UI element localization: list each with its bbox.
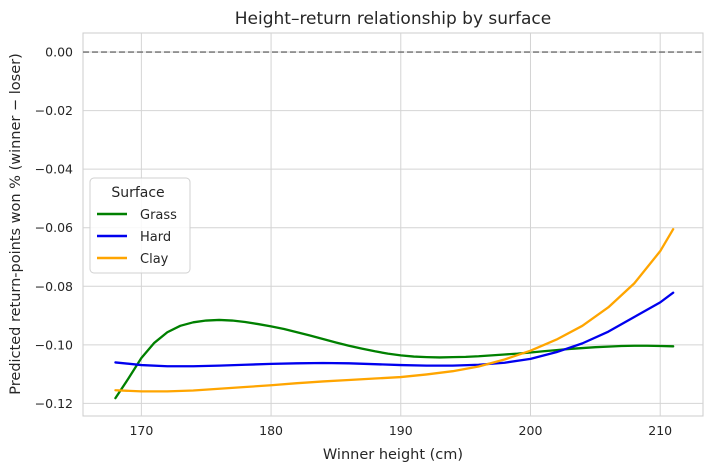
y-axis-label: Predicted return-points won % (winner − … bbox=[8, 53, 24, 394]
x-tick-label: 170 bbox=[129, 423, 153, 438]
y-tick-label: −0.12 bbox=[35, 396, 73, 411]
y-tick-label: 0.00 bbox=[45, 45, 73, 60]
series-line-grass bbox=[114, 318, 675, 400]
series-line-hard bbox=[114, 291, 675, 368]
legend-label-clay: Clay bbox=[140, 252, 169, 267]
x-tick-label: 180 bbox=[259, 423, 283, 438]
x-tick-label: 190 bbox=[389, 423, 413, 438]
x-tick-label: 210 bbox=[648, 423, 672, 438]
x-axis-ticks: 170 180 190 200 210 bbox=[129, 423, 672, 438]
y-tick-label: −0.04 bbox=[35, 162, 73, 177]
legend-items: Grass Hard Clay bbox=[97, 208, 177, 267]
y-tick-label: −0.02 bbox=[35, 103, 73, 118]
legend-box bbox=[89, 177, 191, 274]
series-line-clay bbox=[114, 228, 675, 393]
y-tick-label: −0.08 bbox=[35, 279, 73, 294]
x-axis-label: Winner height (cm) bbox=[323, 447, 463, 463]
legend-label-hard: Hard bbox=[140, 230, 171, 245]
y-tick-label: −0.10 bbox=[35, 337, 73, 352]
chart-title: Height–return relationship by surface bbox=[235, 9, 552, 29]
x-tick-label: 200 bbox=[519, 423, 543, 438]
legend: Surface Grass Hard Clay bbox=[89, 177, 191, 274]
y-axis-ticks: 0.00 −0.02 −0.04 −0.06 −0.08 −0.10 −0.12 bbox=[35, 45, 73, 411]
legend-label-grass: Grass bbox=[140, 208, 177, 223]
y-tick-label: −0.06 bbox=[35, 220, 73, 235]
legend-title: Surface bbox=[111, 185, 164, 201]
series-group bbox=[114, 228, 675, 400]
